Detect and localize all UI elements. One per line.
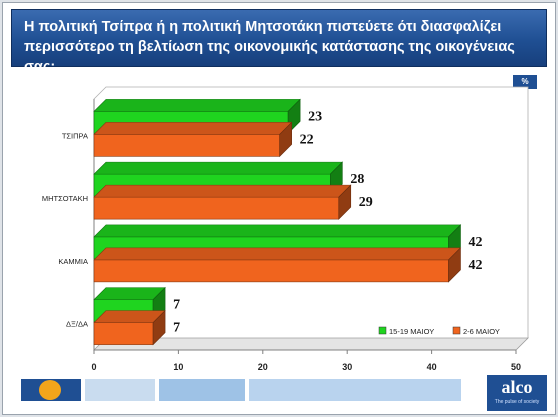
data-label: 42	[468, 258, 482, 273]
legend-label: 15-19 ΜΑΙΟΥ	[389, 327, 434, 336]
bar-top	[93, 99, 301, 112]
x-tick-label: 0	[91, 362, 96, 372]
bar-side	[448, 247, 461, 283]
category-label: ΤΣΙΠΡΑ	[62, 131, 88, 140]
open-tv-logo-icon	[39, 380, 61, 400]
data-label: 7	[173, 321, 180, 336]
bar-top	[93, 247, 462, 261]
category-label: ΔΞ/ΔΑ	[66, 320, 88, 329]
data-label: 29	[359, 195, 373, 210]
legend-label: 2-6 ΜΑΙΟΥ	[463, 327, 500, 336]
x-tick-label: 40	[427, 362, 437, 372]
category-label: ΚΑΜΜΙΑ	[58, 257, 88, 266]
bar	[93, 134, 280, 157]
x-tick-label: 10	[173, 362, 183, 372]
data-label: 7	[173, 298, 180, 313]
data-label: 42	[468, 235, 482, 250]
bar-side	[279, 121, 292, 158]
data-label: 23	[308, 109, 322, 124]
chart-title: Η πολιτική Τσίπρα ή η πολιτική Μητσοτάκη…	[24, 19, 515, 75]
bar-top	[93, 184, 352, 198]
bar-top	[93, 224, 462, 238]
legend-swatch	[452, 326, 461, 335]
bar-top	[93, 287, 166, 300]
bar	[93, 322, 154, 345]
plot-floor	[93, 337, 529, 351]
bar	[93, 259, 449, 283]
x-tick-label: 20	[258, 362, 268, 372]
data-label: 28	[350, 172, 364, 187]
logo-wordmark: alco	[501, 377, 533, 397]
title-bar: Η πολιτική Τσίπρα ή η πολιτική Μητσοτάκη…	[11, 9, 547, 75]
footer-segment	[159, 379, 245, 401]
footer-segment	[249, 379, 461, 401]
x-tick-label: 50	[511, 362, 521, 372]
bar-top	[93, 310, 166, 323]
bar-chart: 0 10 20 30 40 50 ΤΣΙΠΡΑ 23 22 ΜΗΤΣΟΤΑΚΗ 28 29 ΚΑΜΜΙΑ…	[42, 86, 529, 372]
bar	[93, 196, 340, 220]
unit-badge: %	[513, 75, 537, 89]
legend-swatch	[378, 326, 387, 335]
bar-side	[152, 309, 166, 346]
footer-segment	[85, 379, 155, 401]
bar-side	[338, 184, 352, 220]
bar-top	[93, 122, 293, 135]
data-label: 22	[300, 132, 314, 147]
x-tick-label: 30	[342, 362, 352, 372]
bar-top	[93, 161, 344, 175]
alco-logo: alco The pulse of society	[487, 375, 547, 411]
category-label: ΜΗΤΣΟΤΑΚΗ	[42, 194, 88, 203]
footer-stripe	[21, 379, 461, 401]
logo-tagline: The pulse of society	[494, 399, 540, 405]
